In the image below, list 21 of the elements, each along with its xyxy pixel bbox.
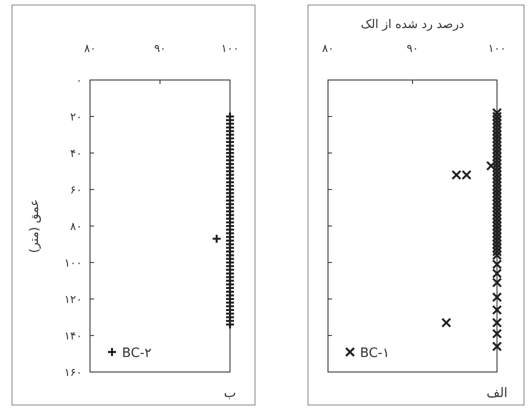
text: ب bbox=[224, 386, 236, 401]
x-tick-label: ۹۰ bbox=[406, 42, 418, 55]
x-tick-label: ۱۰۰ bbox=[488, 42, 506, 55]
x-tick-label: ۱۰۰ bbox=[221, 42, 239, 55]
x-tick-label: ۸۰ bbox=[84, 42, 96, 55]
x-tick-label: ۸۰ bbox=[322, 42, 334, 55]
x-tick-label: ۹۰ bbox=[154, 42, 166, 55]
y-tick-label: ۰ bbox=[76, 74, 82, 87]
legend-label: BC-۲ bbox=[122, 346, 152, 361]
y-tick-label: ۶۰ bbox=[70, 184, 82, 196]
y-tick-label: ۸۰ bbox=[70, 220, 82, 233]
y-tick-label: ۲۰ bbox=[70, 110, 82, 124]
y-tick-label: ۱۰۰ bbox=[64, 256, 82, 270]
text: الف bbox=[486, 386, 508, 401]
y-tick-label: ۱۶۰ bbox=[64, 366, 82, 379]
y-axis-title: عمق (متر) bbox=[27, 199, 41, 253]
x-axis-title: درصد رد شده از الک bbox=[360, 17, 464, 31]
y-tick-label: ۱۲۰ bbox=[64, 293, 82, 306]
y-tick-label: ۱۴۰ bbox=[64, 330, 82, 342]
legend-label: BC-۱ bbox=[360, 346, 390, 361]
y-tick-label: ۴۰ bbox=[70, 147, 82, 160]
